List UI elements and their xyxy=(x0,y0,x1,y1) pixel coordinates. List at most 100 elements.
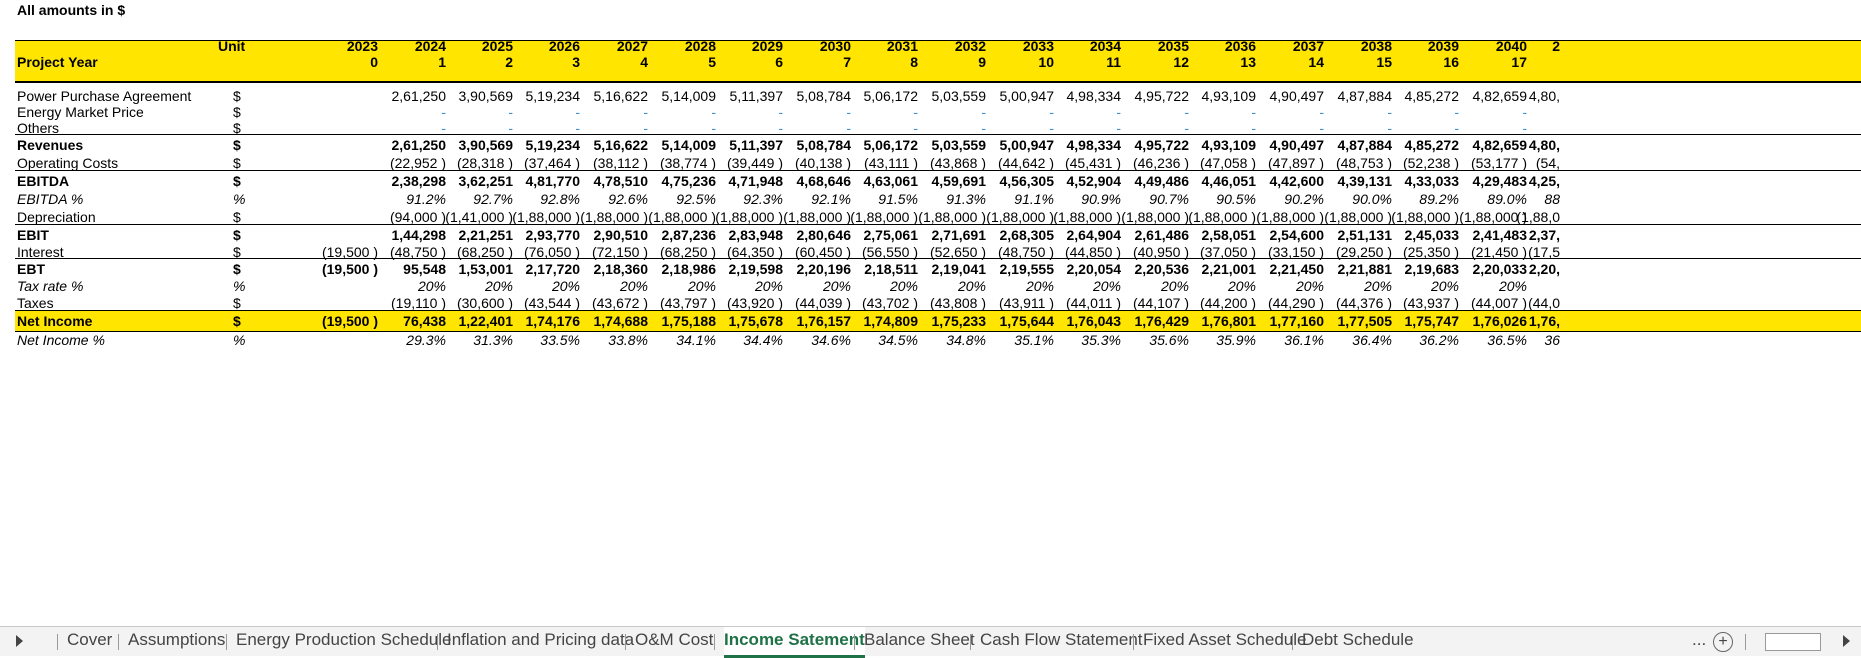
table-cell[interactable]: (43,672 ) xyxy=(591,295,648,311)
table-cell[interactable]: 4,46,051 xyxy=(1201,173,1257,189)
table-cell[interactable]: 2,93,770 xyxy=(525,227,581,243)
table-cell[interactable]: 4,95,722 xyxy=(1134,88,1190,104)
table-cell[interactable]: 20% xyxy=(754,278,783,294)
table-cell[interactable]: (1,88,000 ) xyxy=(850,209,918,225)
table-cell[interactable]: (43,797 ) xyxy=(659,295,716,311)
table-cell[interactable]: 4,98,334 xyxy=(1066,88,1122,104)
table-cell[interactable]: 4,85,272 xyxy=(1404,137,1460,153)
table-cell[interactable]: (44,290 ) xyxy=(1267,295,1324,311)
table-cell[interactable]: 20% xyxy=(484,278,513,294)
table-cell[interactable]: 2,17,720 xyxy=(525,261,581,277)
table-cell[interactable]: 5,16,622 xyxy=(593,137,649,153)
table-cell[interactable]: 34.4% xyxy=(743,332,783,348)
table-cell[interactable]: (19,500 ) xyxy=(321,261,378,277)
table-cell[interactable]: (44,200 ) xyxy=(1199,295,1256,311)
table-cell[interactable]: 4,90,497 xyxy=(1269,88,1325,104)
table-cell[interactable]: 76,438 xyxy=(403,313,446,329)
table-cell[interactable]: 2,21,450 xyxy=(1269,261,1325,277)
table-cell[interactable]: (1,88,000 ) xyxy=(986,209,1054,225)
table-cell[interactable]: (43,937 ) xyxy=(1402,295,1459,311)
table-cell[interactable]: 2,61,486 xyxy=(1134,227,1190,243)
table-cell[interactable]: 5,08,784 xyxy=(796,88,852,104)
table-cell[interactable]: (1,88,000 ) xyxy=(1256,209,1324,225)
tab-balance-sheet[interactable]: Balance Sheet xyxy=(864,630,975,649)
table-cell[interactable]: (1,88,000 ) xyxy=(580,209,648,225)
table-cell[interactable]: 5,11,397 xyxy=(729,137,783,153)
table-cell[interactable]: - xyxy=(1116,104,1121,120)
table-cell[interactable]: 34.1% xyxy=(676,332,716,348)
tab-inflation-and-pricing-data[interactable]: Inflation and Pricing data xyxy=(447,630,635,649)
table-cell[interactable]: 2,68,305 xyxy=(999,227,1055,243)
table-cell[interactable]: (19,500 ) xyxy=(321,244,378,260)
table-cell[interactable]: 2,37, xyxy=(1528,227,1560,243)
table-cell[interactable]: - xyxy=(508,120,513,136)
table-cell[interactable]: 2,71,691 xyxy=(931,227,987,243)
table-cell[interactable]: (44,011 ) xyxy=(1066,295,1121,311)
table-cell[interactable]: (38,112 ) xyxy=(593,155,648,171)
table-cell[interactable]: 4,75,236 xyxy=(661,173,717,189)
table-cell[interactable]: (1,88,000 ) xyxy=(783,209,851,225)
table-cell[interactable]: 31.3% xyxy=(473,332,513,348)
table-cell[interactable]: 4,80, xyxy=(1528,88,1560,104)
table-cell[interactable]: - xyxy=(913,104,918,120)
table-cell[interactable]: 4,87,884 xyxy=(1337,88,1393,104)
table-cell[interactable]: 5,03,559 xyxy=(931,88,987,104)
table-cell[interactable]: (30,600 ) xyxy=(456,295,513,311)
tab-overflow[interactable]: ... xyxy=(1692,630,1707,649)
table-cell[interactable]: 92.3% xyxy=(743,191,783,207)
table-cell[interactable]: 2,38,298 xyxy=(391,173,447,189)
table-cell[interactable]: 1,53,001 xyxy=(458,261,514,277)
horizontal-scrollbar[interactable] xyxy=(1765,633,1821,651)
table-cell[interactable]: (22,952 ) xyxy=(389,155,446,171)
table-cell[interactable]: (45,431 ) xyxy=(1064,155,1121,171)
table-cell[interactable]: 29.3% xyxy=(406,332,446,348)
table-cell[interactable]: 3,90,569 xyxy=(458,137,514,153)
table-cell[interactable]: (39,449 ) xyxy=(726,155,783,171)
table-cell[interactable]: - xyxy=(1184,120,1189,136)
table-cell[interactable]: 4,82,659 xyxy=(1472,88,1528,104)
table-cell[interactable]: 2,54,600 xyxy=(1269,227,1325,243)
table-cell[interactable]: (53,177 ) xyxy=(1470,155,1527,171)
table-cell[interactable]: 1,76,043 xyxy=(1066,313,1122,329)
table-cell[interactable]: 3,90,569 xyxy=(458,88,514,104)
table-cell[interactable]: 2,20,033 xyxy=(1472,261,1528,277)
table-cell[interactable]: 2,41,483 xyxy=(1472,227,1528,243)
tab-debt-schedule[interactable]: Debt Schedule xyxy=(1302,630,1414,649)
table-cell[interactable]: 20% xyxy=(889,278,918,294)
add-sheet-icon[interactable]: + xyxy=(1713,632,1733,652)
table-cell[interactable]: 4,95,722 xyxy=(1134,137,1190,153)
table-cell[interactable]: 1,44,298 xyxy=(391,227,447,243)
table-cell[interactable]: 2,80,646 xyxy=(796,227,852,243)
table-cell[interactable]: - xyxy=(1319,104,1324,120)
table-cell[interactable]: (33,150 ) xyxy=(1267,244,1324,260)
table-cell[interactable]: (40,138 ) xyxy=(794,155,851,171)
table-cell[interactable]: (19,110 ) xyxy=(391,295,446,311)
table-cell[interactable]: (29,250 ) xyxy=(1335,244,1392,260)
table-cell[interactable]: 91.5% xyxy=(878,191,918,207)
table-cell[interactable]: - xyxy=(575,120,580,136)
table-cell[interactable]: 2,18,986 xyxy=(661,261,717,277)
table-cell[interactable]: 1,74,809 xyxy=(863,313,919,329)
table-cell[interactable]: (60,450 ) xyxy=(794,244,851,260)
table-cell[interactable]: 5,14,009 xyxy=(661,137,717,153)
table-cell[interactable]: - xyxy=(981,104,986,120)
table-cell[interactable]: 20% xyxy=(1498,278,1527,294)
table-cell[interactable]: 4,81,770 xyxy=(525,173,581,189)
table-cell[interactable]: - xyxy=(1251,120,1256,136)
table-cell[interactable]: 34.5% xyxy=(878,332,918,348)
table-cell[interactable]: 1,76,026 xyxy=(1472,313,1528,329)
table-cell[interactable]: 2,64,904 xyxy=(1066,227,1122,243)
table-cell[interactable]: 20% xyxy=(1025,278,1054,294)
table-cell[interactable]: 20% xyxy=(1295,278,1324,294)
table-cell[interactable]: 90.0% xyxy=(1352,191,1392,207)
tab-fixed-asset-schedule[interactable]: Fixed Asset Schedule xyxy=(1143,630,1307,649)
table-cell[interactable]: - xyxy=(711,120,716,136)
table-cell[interactable]: 20% xyxy=(619,278,648,294)
table-cell[interactable]: 34.6% xyxy=(811,332,851,348)
table-cell[interactable]: 4,87,884 xyxy=(1337,137,1393,153)
table-cell[interactable]: (37,464 ) xyxy=(523,155,580,171)
table-cell[interactable]: (1,88,000 ) xyxy=(648,209,716,225)
table-cell[interactable]: (28,318 ) xyxy=(456,155,513,171)
table-cell[interactable]: 91.3% xyxy=(946,191,986,207)
table-cell[interactable]: - xyxy=(643,120,648,136)
